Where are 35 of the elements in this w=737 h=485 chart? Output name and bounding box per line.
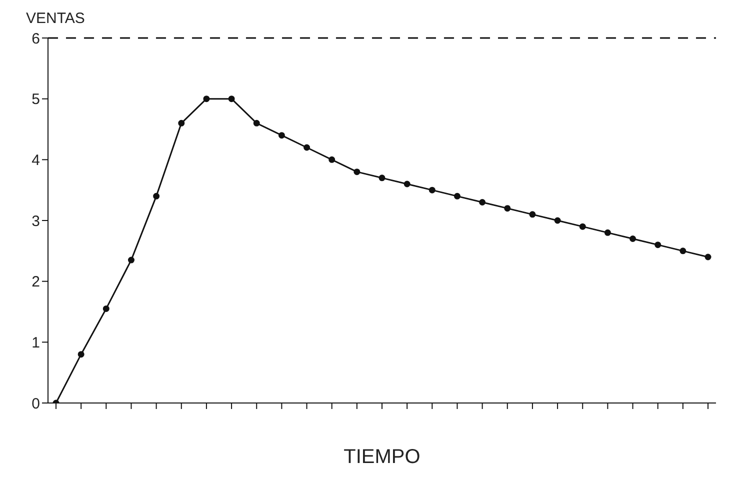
- point: [604, 229, 611, 236]
- point: [378, 174, 386, 182]
- point: [504, 205, 511, 212]
- point: [554, 217, 561, 224]
- y-tick-label: 0: [32, 395, 40, 412]
- y-tick-label: 5: [32, 91, 40, 108]
- y-axis-title: VENTAS: [26, 10, 85, 27]
- point: [102, 305, 110, 312]
- point: [404, 180, 410, 188]
- point: [529, 211, 536, 218]
- point: [630, 236, 636, 242]
- y-tick-label: 1: [32, 334, 40, 352]
- point: [354, 168, 360, 176]
- point: [479, 199, 486, 206]
- point: [153, 192, 160, 200]
- point: [78, 351, 84, 358]
- point: [454, 192, 460, 200]
- point: [278, 132, 285, 139]
- point: [579, 223, 586, 230]
- point: [680, 248, 686, 254]
- y-tick-label: 3: [32, 212, 40, 230]
- y-tick-label: 2: [32, 274, 40, 291]
- y-tick-label: 4: [32, 152, 40, 169]
- y-tick-label: 6: [32, 30, 40, 48]
- point: [704, 254, 712, 260]
- point: [328, 156, 336, 163]
- point: [178, 120, 185, 126]
- x-axis-title: TIEMPO: [344, 446, 420, 468]
- point: [428, 186, 436, 194]
- point: [228, 96, 235, 102]
- point: [304, 144, 310, 151]
- point: [253, 120, 260, 126]
- point: [654, 242, 662, 248]
- point: [203, 96, 210, 102]
- point: [128, 256, 134, 264]
